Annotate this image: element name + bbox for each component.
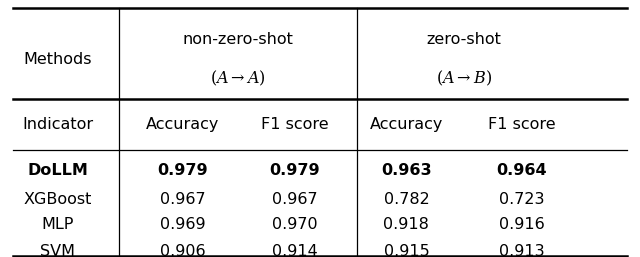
Text: XGBoost: XGBoost [24,192,92,207]
Text: F1 score: F1 score [488,117,556,132]
Text: $(A \rightarrow B)$: $(A \rightarrow B)$ [436,69,492,88]
Text: 0.782: 0.782 [383,192,429,207]
Text: 0.906: 0.906 [159,244,205,257]
Text: zero-shot: zero-shot [427,32,501,47]
Text: MLP: MLP [42,217,74,232]
Text: F1 score: F1 score [260,117,328,132]
Text: 0.914: 0.914 [271,244,317,257]
Text: Indicator: Indicator [22,117,93,132]
Text: 0.967: 0.967 [159,192,205,207]
Text: Accuracy: Accuracy [146,117,219,132]
Text: 0.967: 0.967 [271,192,317,207]
Text: 0.979: 0.979 [157,163,208,178]
Text: $(A \rightarrow A)$: $(A \rightarrow A)$ [211,69,266,88]
Text: 0.979: 0.979 [269,163,320,178]
Text: Methods: Methods [23,52,92,67]
Text: 0.918: 0.918 [383,217,429,232]
Text: 0.916: 0.916 [499,217,545,232]
Text: 0.913: 0.913 [499,244,545,257]
Text: SVM: SVM [40,244,75,257]
Text: 0.964: 0.964 [496,163,547,178]
Text: 0.969: 0.969 [159,217,205,232]
Text: 0.970: 0.970 [271,217,317,232]
Text: Accuracy: Accuracy [370,117,443,132]
Text: DoLLM: DoLLM [27,163,88,178]
Text: 0.963: 0.963 [381,163,432,178]
Text: 0.723: 0.723 [499,192,545,207]
Text: 0.915: 0.915 [383,244,429,257]
Text: non-zero-shot: non-zero-shot [183,32,294,47]
